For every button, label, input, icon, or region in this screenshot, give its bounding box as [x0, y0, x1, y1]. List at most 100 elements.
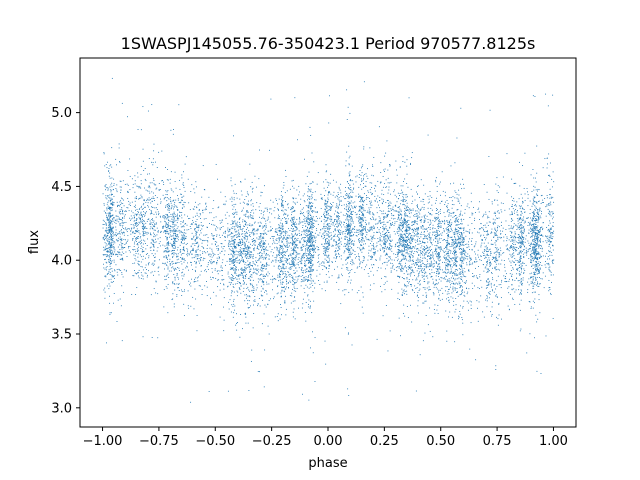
data-point — [137, 172, 139, 174]
data-point — [520, 290, 522, 292]
data-point — [455, 238, 457, 240]
data-point — [370, 211, 371, 213]
data-point — [304, 269, 306, 271]
data-point — [381, 210, 383, 212]
data-point — [166, 236, 168, 238]
data-point — [416, 240, 418, 242]
data-point — [133, 227, 135, 229]
data-point — [149, 208, 151, 210]
data-point — [411, 239, 413, 241]
data-point — [109, 231, 111, 233]
data-point — [111, 253, 113, 255]
data-point — [249, 295, 251, 297]
data-point — [171, 261, 173, 263]
data-point — [212, 208, 214, 210]
data-point — [454, 258, 456, 260]
data-point — [461, 285, 462, 287]
data-point — [173, 213, 175, 215]
data-point — [214, 268, 216, 270]
data-point — [234, 264, 236, 266]
data-point — [397, 233, 399, 234]
data-point — [378, 204, 379, 206]
data-point — [297, 247, 299, 248]
data-point — [330, 202, 331, 204]
data-point — [108, 224, 110, 226]
data-point — [233, 253, 235, 255]
data-point — [448, 230, 450, 232]
data-point — [424, 236, 426, 238]
data-point — [522, 202, 524, 204]
data-point — [551, 197, 553, 199]
data-point — [405, 223, 406, 225]
data-point — [440, 250, 441, 252]
data-point — [497, 229, 498, 231]
data-point — [407, 230, 409, 231]
data-point — [307, 306, 309, 308]
data-point — [349, 180, 351, 182]
data-point — [260, 234, 262, 236]
data-point — [309, 283, 311, 285]
data-point — [373, 248, 375, 250]
data-point — [121, 285, 123, 287]
data-point — [352, 259, 354, 261]
data-point — [438, 278, 440, 280]
data-point — [465, 255, 467, 257]
data-point — [530, 281, 532, 283]
data-point — [534, 276, 536, 278]
data-point — [111, 182, 113, 184]
data-point — [508, 208, 510, 210]
data-point — [413, 246, 415, 248]
data-point — [405, 242, 407, 243]
data-point — [411, 238, 413, 240]
data-point — [212, 238, 214, 240]
data-point — [226, 260, 228, 262]
data-point — [164, 230, 166, 231]
data-point — [440, 249, 442, 251]
data-point — [309, 126, 311, 128]
data-point — [348, 163, 350, 165]
data-point — [278, 264, 280, 266]
data-point — [384, 168, 386, 170]
data-point — [370, 242, 371, 244]
data-point — [306, 232, 308, 234]
data-point — [195, 230, 197, 232]
data-point — [285, 279, 287, 281]
data-point — [526, 352, 528, 354]
data-point — [338, 238, 340, 240]
data-point — [455, 308, 457, 310]
data-point — [533, 201, 535, 203]
data-point — [520, 241, 522, 243]
data-point — [463, 240, 465, 242]
data-point — [393, 253, 395, 255]
data-point — [538, 189, 540, 191]
data-point — [530, 174, 532, 176]
data-point — [265, 223, 267, 225]
data-point — [136, 213, 138, 215]
data-point — [190, 245, 192, 247]
data-point — [172, 283, 174, 285]
data-point — [409, 216, 411, 218]
data-point — [445, 250, 447, 252]
data-point — [275, 261, 277, 263]
data-point — [105, 256, 107, 258]
data-point — [285, 261, 287, 263]
data-point — [317, 247, 319, 248]
data-point — [391, 288, 393, 290]
data-point — [503, 236, 505, 238]
data-point — [465, 287, 467, 289]
data-point — [473, 275, 475, 277]
data-point — [113, 183, 115, 185]
data-point — [259, 255, 260, 257]
data-point — [207, 244, 208, 246]
data-point — [349, 174, 351, 176]
data-point — [291, 256, 293, 258]
data-point — [195, 238, 197, 240]
data-point — [288, 287, 289, 288]
data-point — [104, 291, 106, 293]
data-point — [310, 188, 312, 190]
data-point — [405, 213, 407, 215]
data-point — [395, 257, 397, 258]
data-point — [283, 286, 285, 288]
data-point — [165, 231, 166, 233]
data-point — [189, 282, 191, 284]
